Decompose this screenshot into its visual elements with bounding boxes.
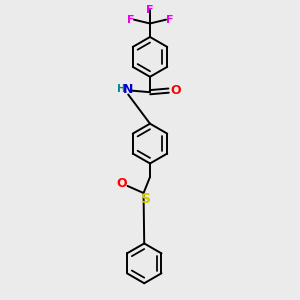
- Text: O: O: [116, 177, 127, 190]
- Text: F: F: [146, 5, 154, 15]
- Text: H: H: [117, 84, 126, 94]
- Text: N: N: [123, 83, 134, 96]
- Text: F: F: [166, 15, 173, 25]
- Text: F: F: [127, 15, 134, 25]
- Text: S: S: [140, 192, 151, 206]
- Text: O: O: [170, 84, 181, 97]
